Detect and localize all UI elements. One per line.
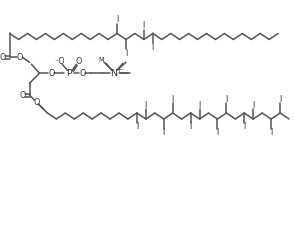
Text: I: I <box>136 123 138 132</box>
Text: I: I <box>172 95 174 104</box>
Text: O: O <box>48 69 55 78</box>
Text: I: I <box>125 49 127 58</box>
Text: I: I <box>198 100 201 109</box>
Text: I: I <box>279 95 281 104</box>
Text: ⁻O: ⁻O <box>54 57 65 66</box>
Text: O: O <box>79 69 85 78</box>
Text: I: I <box>252 100 254 109</box>
Text: I: I <box>116 15 118 24</box>
Text: O: O <box>16 53 23 62</box>
Text: I: I <box>145 100 147 109</box>
Text: I: I <box>152 43 154 52</box>
Text: N: N <box>111 69 118 78</box>
Text: I: I <box>216 128 218 137</box>
Text: I: I <box>143 21 145 30</box>
Text: P: P <box>66 69 72 78</box>
Text: M: M <box>98 57 104 63</box>
Text: O: O <box>75 57 81 66</box>
Text: I: I <box>225 95 228 104</box>
Text: I: I <box>270 128 272 137</box>
Text: O: O <box>0 53 6 62</box>
Text: O: O <box>19 91 26 100</box>
Text: O: O <box>33 98 40 107</box>
Text: I: I <box>189 123 192 132</box>
Text: I: I <box>163 128 165 137</box>
Text: +: + <box>116 67 122 73</box>
Text: I: I <box>243 123 245 132</box>
